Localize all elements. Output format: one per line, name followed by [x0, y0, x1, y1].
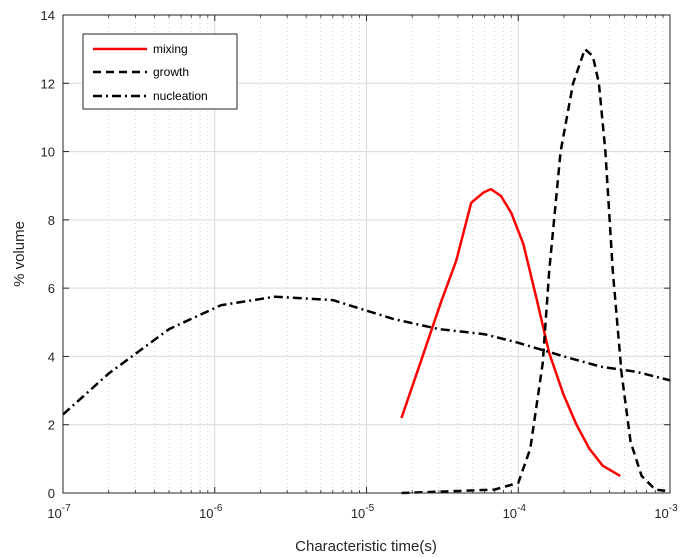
x-tick-label: 10-4 [503, 503, 527, 521]
x-tick-label: 10-3 [654, 503, 678, 521]
y-tick-label: 4 [48, 349, 55, 364]
legend-label-mixing: mixing [153, 42, 188, 56]
y-tick-label: 12 [41, 76, 55, 91]
x-axis-label: Characteristic time(s) [295, 538, 437, 555]
series-line-nucleation [62, 295, 671, 416]
legend-label-growth: growth [153, 65, 189, 79]
x-tick-label: 10-5 [351, 503, 375, 521]
series-line-mixing [400, 187, 621, 477]
x-tick-label: 10-7 [47, 503, 71, 521]
y-tick-label: 8 [48, 213, 55, 228]
series-line-growth [401, 47, 671, 495]
ticks [62, 14, 671, 494]
legend: mixing growth nucleation [82, 33, 238, 110]
y-tick-label: 0 [48, 486, 55, 501]
tick-labels: 10-7 10-6 10-5 10-4 10-3 0 2 4 6 8 10 12 14 [41, 8, 679, 521]
legend-label-nucleation: nucleation [153, 89, 208, 103]
x-tick-label: 10-6 [199, 503, 223, 521]
y-tick-label: 2 [48, 418, 55, 433]
y-tick-label: 10 [41, 145, 55, 160]
y-tick-label: 6 [48, 281, 55, 296]
y-tick-label: 14 [41, 8, 55, 23]
y-axis-label: % volume [11, 221, 28, 287]
series-layer [62, 47, 671, 495]
